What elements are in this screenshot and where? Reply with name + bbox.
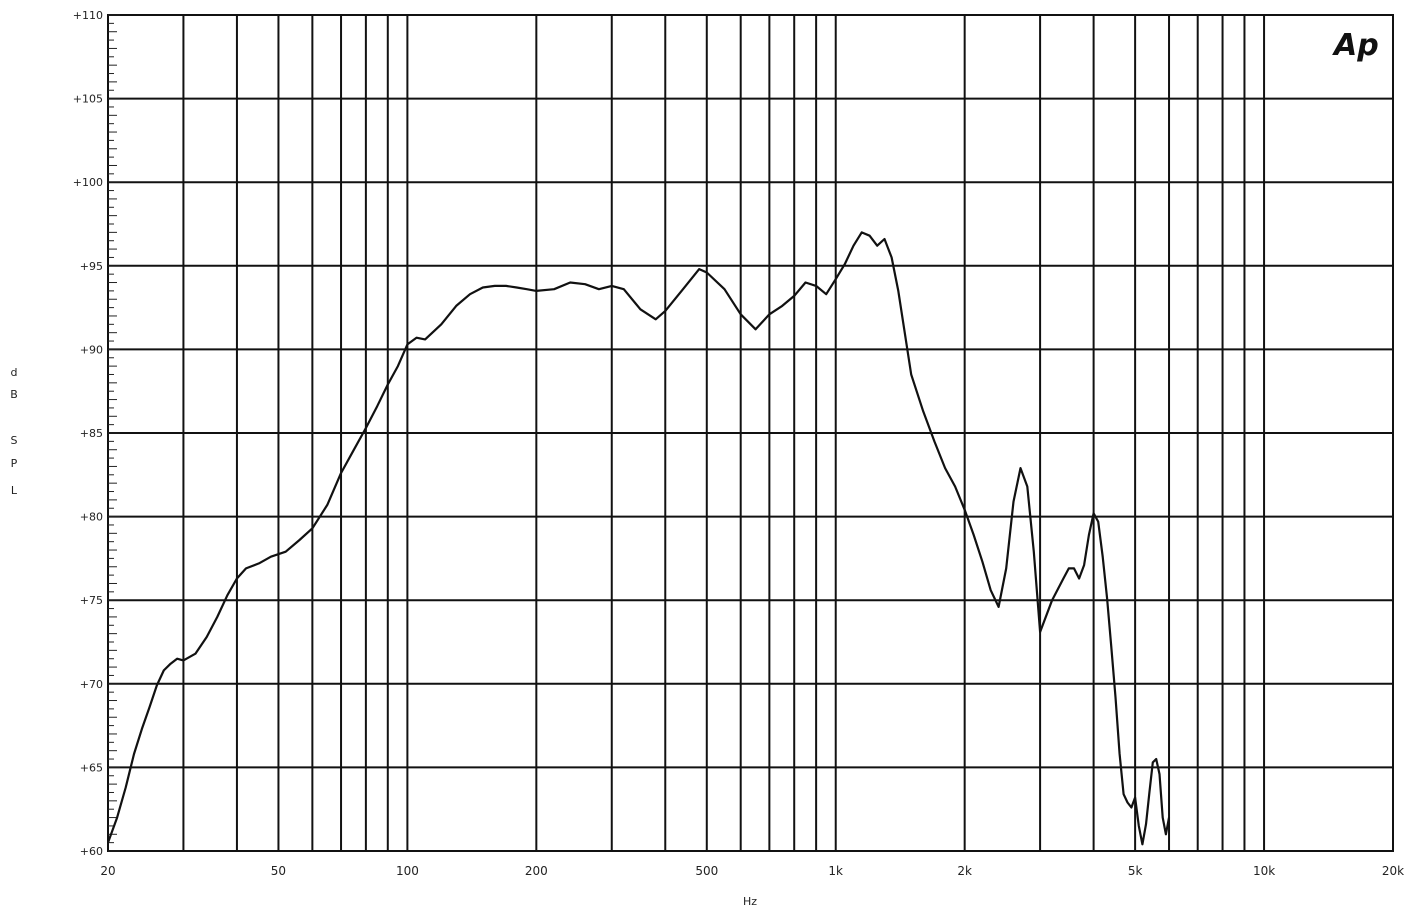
y-tick-label: +80 [80, 511, 103, 524]
x-tick-label: 20k [1382, 864, 1404, 878]
y-tick-label: +100 [73, 176, 103, 189]
y-tick-label: +65 [80, 761, 103, 774]
y-tick-label: +60 [80, 845, 103, 858]
x-tick-label: 10k [1253, 864, 1275, 878]
y-axis-label-letter: B [10, 388, 18, 401]
x-tick-label: 500 [695, 864, 718, 878]
y-axis-label: d B S P L [10, 366, 18, 497]
x-tick-label: 200 [525, 864, 548, 878]
y-axis-label-letter: L [11, 484, 18, 497]
x-axis-label: Hz [743, 895, 757, 908]
x-tick-label: 5k [1128, 864, 1143, 878]
y-axis-label-letter: S [11, 434, 18, 447]
x-tick-label: 50 [271, 864, 286, 878]
x-tick-labels: 20 50 100 200 500 1k 2k 5k 10k 20k [100, 864, 1404, 878]
x-tick-label: 20 [100, 864, 115, 878]
y-axis-label-letter: P [11, 457, 18, 470]
y-tick-label: +85 [80, 427, 103, 440]
y-minor-ticks [108, 14, 120, 852]
y-tick-label: +95 [80, 260, 103, 273]
y-tick-labels: +60 +65 +70 +75 +80 +85 +90 +95 +100 +105 +110 [73, 9, 103, 858]
grid [108, 15, 1393, 851]
x-tick-label: 100 [396, 864, 419, 878]
y-tick-label: +90 [80, 343, 103, 356]
y-tick-label: +75 [80, 594, 103, 607]
y-tick-label: +70 [80, 678, 103, 691]
y-tick-label: +105 [73, 93, 103, 106]
x-tick-label: 2k [957, 864, 972, 878]
y-axis-label-letter: d [11, 366, 18, 379]
x-tick-label: 1k [828, 864, 843, 878]
ap-logo: Ap [1332, 28, 1379, 63]
y-tick-label: +110 [73, 9, 103, 22]
series-line [106, 231, 1171, 846]
